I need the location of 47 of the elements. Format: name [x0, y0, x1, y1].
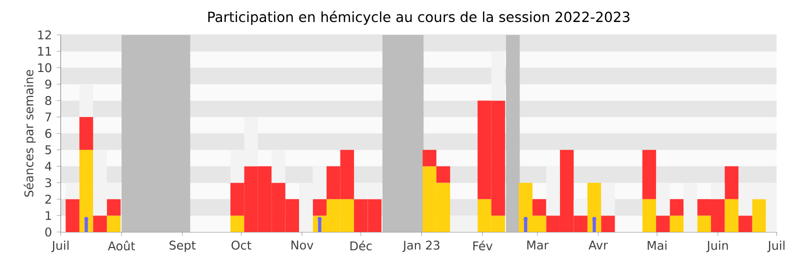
bar	[106, 216, 121, 232]
bar	[670, 216, 684, 232]
x-tick-label: Sept	[170, 240, 196, 252]
bar	[422, 150, 436, 166]
bar	[724, 199, 738, 232]
x-tick-label: Avr	[588, 240, 608, 250]
bar	[106, 199, 121, 216]
bar	[738, 216, 752, 232]
x-tick-label: Mar	[527, 240, 549, 250]
y-tick-label: 9	[45, 80, 52, 89]
bar	[601, 216, 615, 232]
y-tick-label: 6	[45, 128, 52, 138]
x-tick-label: Nov	[292, 240, 314, 250]
x-tick-label: Juin	[706, 240, 728, 252]
y-tick-label: 1	[46, 211, 51, 220]
bar	[656, 216, 670, 232]
bar	[670, 199, 684, 216]
y-tick-label: 11	[38, 46, 51, 56]
chart-title: Participation en hémicycle au cours de la session 2022-2023	[208, 10, 630, 25]
bar	[642, 199, 656, 232]
x-tick-label: Oct	[232, 240, 252, 250]
x-tick-label: Août	[108, 240, 136, 250]
bar	[642, 150, 656, 200]
x-tick-label: Fév	[473, 240, 492, 250]
y-tick-label: 3	[45, 178, 52, 188]
y-tick-label: 5	[45, 145, 52, 154]
bar	[79, 150, 94, 232]
x-tick-label: Jan 23	[402, 240, 440, 252]
x-tick-label: Déc	[350, 240, 372, 250]
y-axis-title: Séances par semaine	[24, 70, 36, 197]
bar	[436, 166, 450, 183]
bar	[697, 216, 711, 232]
y-tick-label: 2	[45, 194, 51, 204]
bar	[230, 216, 244, 232]
x-tick-label: Juil	[767, 240, 784, 252]
bar	[724, 166, 738, 200]
y-tick-label: 4	[45, 162, 52, 171]
x-tick-label: Mai	[648, 240, 666, 250]
y-tick-label: 10	[38, 63, 52, 72]
bar	[66, 199, 80, 232]
bar	[587, 182, 602, 232]
y-tick-label: 12	[38, 30, 51, 40]
y-tick-label: 7	[45, 112, 52, 122]
bar	[93, 216, 107, 232]
y-tick-label: 8	[45, 96, 52, 106]
x-tick-label: Juil	[51, 240, 69, 252]
y-tick-label: 0	[45, 228, 52, 237]
